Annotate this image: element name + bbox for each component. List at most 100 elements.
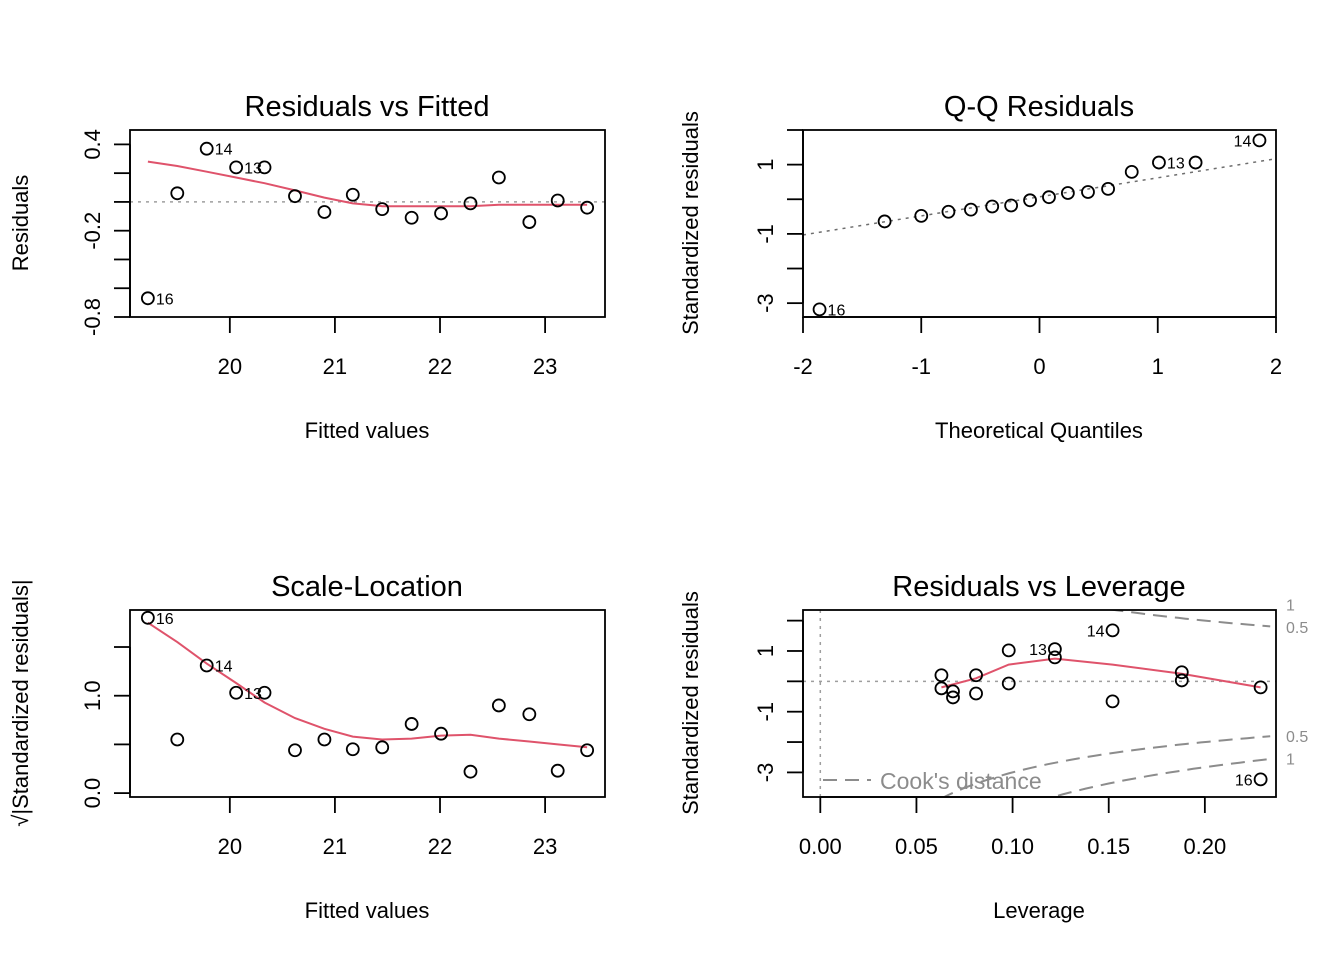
data-point [1001, 643, 1016, 658]
data-point [1060, 186, 1075, 200]
data-point [375, 740, 390, 755]
y-axis-label: √|Standardized residuals| [8, 579, 33, 826]
data-point [257, 160, 272, 175]
data-point [345, 742, 360, 757]
x-tick-label: 23 [533, 834, 557, 859]
x-tick-label: 21 [323, 834, 347, 859]
data-point [1004, 198, 1019, 213]
x-tick-label: 21 [323, 354, 347, 379]
data-point [1253, 772, 1268, 787]
smooth-line [147, 160, 588, 208]
x-axis-label: Fitted values [305, 898, 430, 923]
data-point [257, 685, 272, 700]
data-point [317, 732, 332, 747]
data-point [1001, 676, 1016, 691]
y-tick-label: -3 [753, 293, 778, 313]
y-tick-label: -1 [753, 702, 778, 722]
panel-title: Scale-Location [271, 571, 463, 603]
x-tick-label: 0.00 [799, 834, 842, 859]
data-point [463, 764, 478, 779]
y-axis-label: Residuals [8, 175, 33, 272]
panel-residuals-vs-leverage: Residuals vs Leverage Leverage Standardi… [678, 571, 1308, 923]
point-label: 16 [156, 291, 174, 308]
cooks-distance-contour [1049, 758, 1271, 797]
data-point [969, 686, 983, 701]
data-point [1101, 181, 1115, 196]
data-point [317, 205, 332, 219]
x-tick-label: 22 [428, 834, 452, 859]
cooks-contour-label: 1 [1286, 751, 1295, 768]
point-label: 16 [156, 611, 174, 628]
point-label: 16 [828, 302, 846, 319]
y-tick-label: 0.4 [80, 129, 105, 160]
panel-title: Residuals vs Fitted [245, 91, 490, 123]
data-point [199, 141, 214, 156]
y-tick-label: -1 [753, 224, 778, 244]
data-point [914, 208, 929, 223]
data-point [170, 186, 185, 201]
cooks-distance-contour [942, 735, 1271, 797]
panel-title: Residuals vs Leverage [892, 571, 1185, 603]
data-point [580, 743, 595, 758]
point-label: 13 [1167, 156, 1185, 173]
data-point [491, 170, 506, 185]
data-point [199, 658, 214, 673]
data-point [1152, 155, 1166, 170]
x-axis-label: Fitted values [305, 418, 430, 443]
data-point [1047, 642, 1062, 657]
data-point [1174, 673, 1189, 688]
data-point [434, 726, 448, 741]
data-point [941, 204, 956, 219]
data-point [1188, 155, 1203, 170]
x-tick-label: 0.15 [1087, 834, 1130, 859]
panel-title: Q-Q Residuals [944, 91, 1134, 123]
x-tick-label: 2 [1270, 354, 1282, 379]
cooks-legend-label: Cook's distance [880, 768, 1042, 794]
y-tick-label: -0.8 [80, 298, 105, 336]
data-point [877, 214, 892, 229]
x-tick-label: 22 [428, 354, 452, 379]
x-tick-label: 23 [533, 354, 557, 379]
y-axis-label: Standardized residuals [678, 591, 703, 815]
point-label: 14 [215, 659, 233, 676]
data-point [375, 202, 390, 217]
data-point [463, 196, 478, 211]
data-point [946, 684, 960, 699]
cooks-distance-contour [1107, 610, 1271, 628]
plot-area [147, 621, 588, 749]
point-label: 13 [1029, 642, 1047, 659]
y-tick-label: 1 [753, 645, 778, 657]
point-label: 16 [1235, 772, 1253, 789]
data-point [140, 610, 155, 625]
data-point [550, 193, 565, 208]
data-point [1081, 185, 1095, 199]
data-point [985, 199, 1000, 214]
data-point [345, 187, 360, 202]
data-point [580, 200, 595, 215]
data-point [140, 291, 155, 306]
x-tick-label: 0 [1033, 354, 1045, 379]
data-point [491, 698, 506, 713]
data-point [812, 302, 827, 317]
smooth-line [941, 657, 1261, 689]
data-point [404, 210, 419, 225]
data-point [1253, 680, 1268, 695]
smooth-line [147, 621, 588, 749]
data-point [288, 189, 302, 204]
data-point [229, 685, 244, 700]
data-point [934, 668, 949, 683]
plot-frame [129, 129, 606, 318]
x-tick-label: -1 [911, 354, 931, 379]
x-tick-label: 1 [1152, 354, 1164, 379]
point-label: 14 [215, 142, 233, 159]
data-point [934, 681, 949, 696]
x-tick-label: 20 [218, 354, 242, 379]
point-label: 13 [244, 686, 262, 703]
y-tick-label: 0.0 [80, 778, 105, 809]
qq-reference-line [803, 158, 1276, 236]
x-tick-label: 0.20 [1183, 834, 1226, 859]
data-point [550, 763, 565, 778]
plot-area [803, 158, 1276, 236]
cooks-contour-label: 1 [1286, 597, 1295, 614]
data-point [404, 717, 419, 731]
